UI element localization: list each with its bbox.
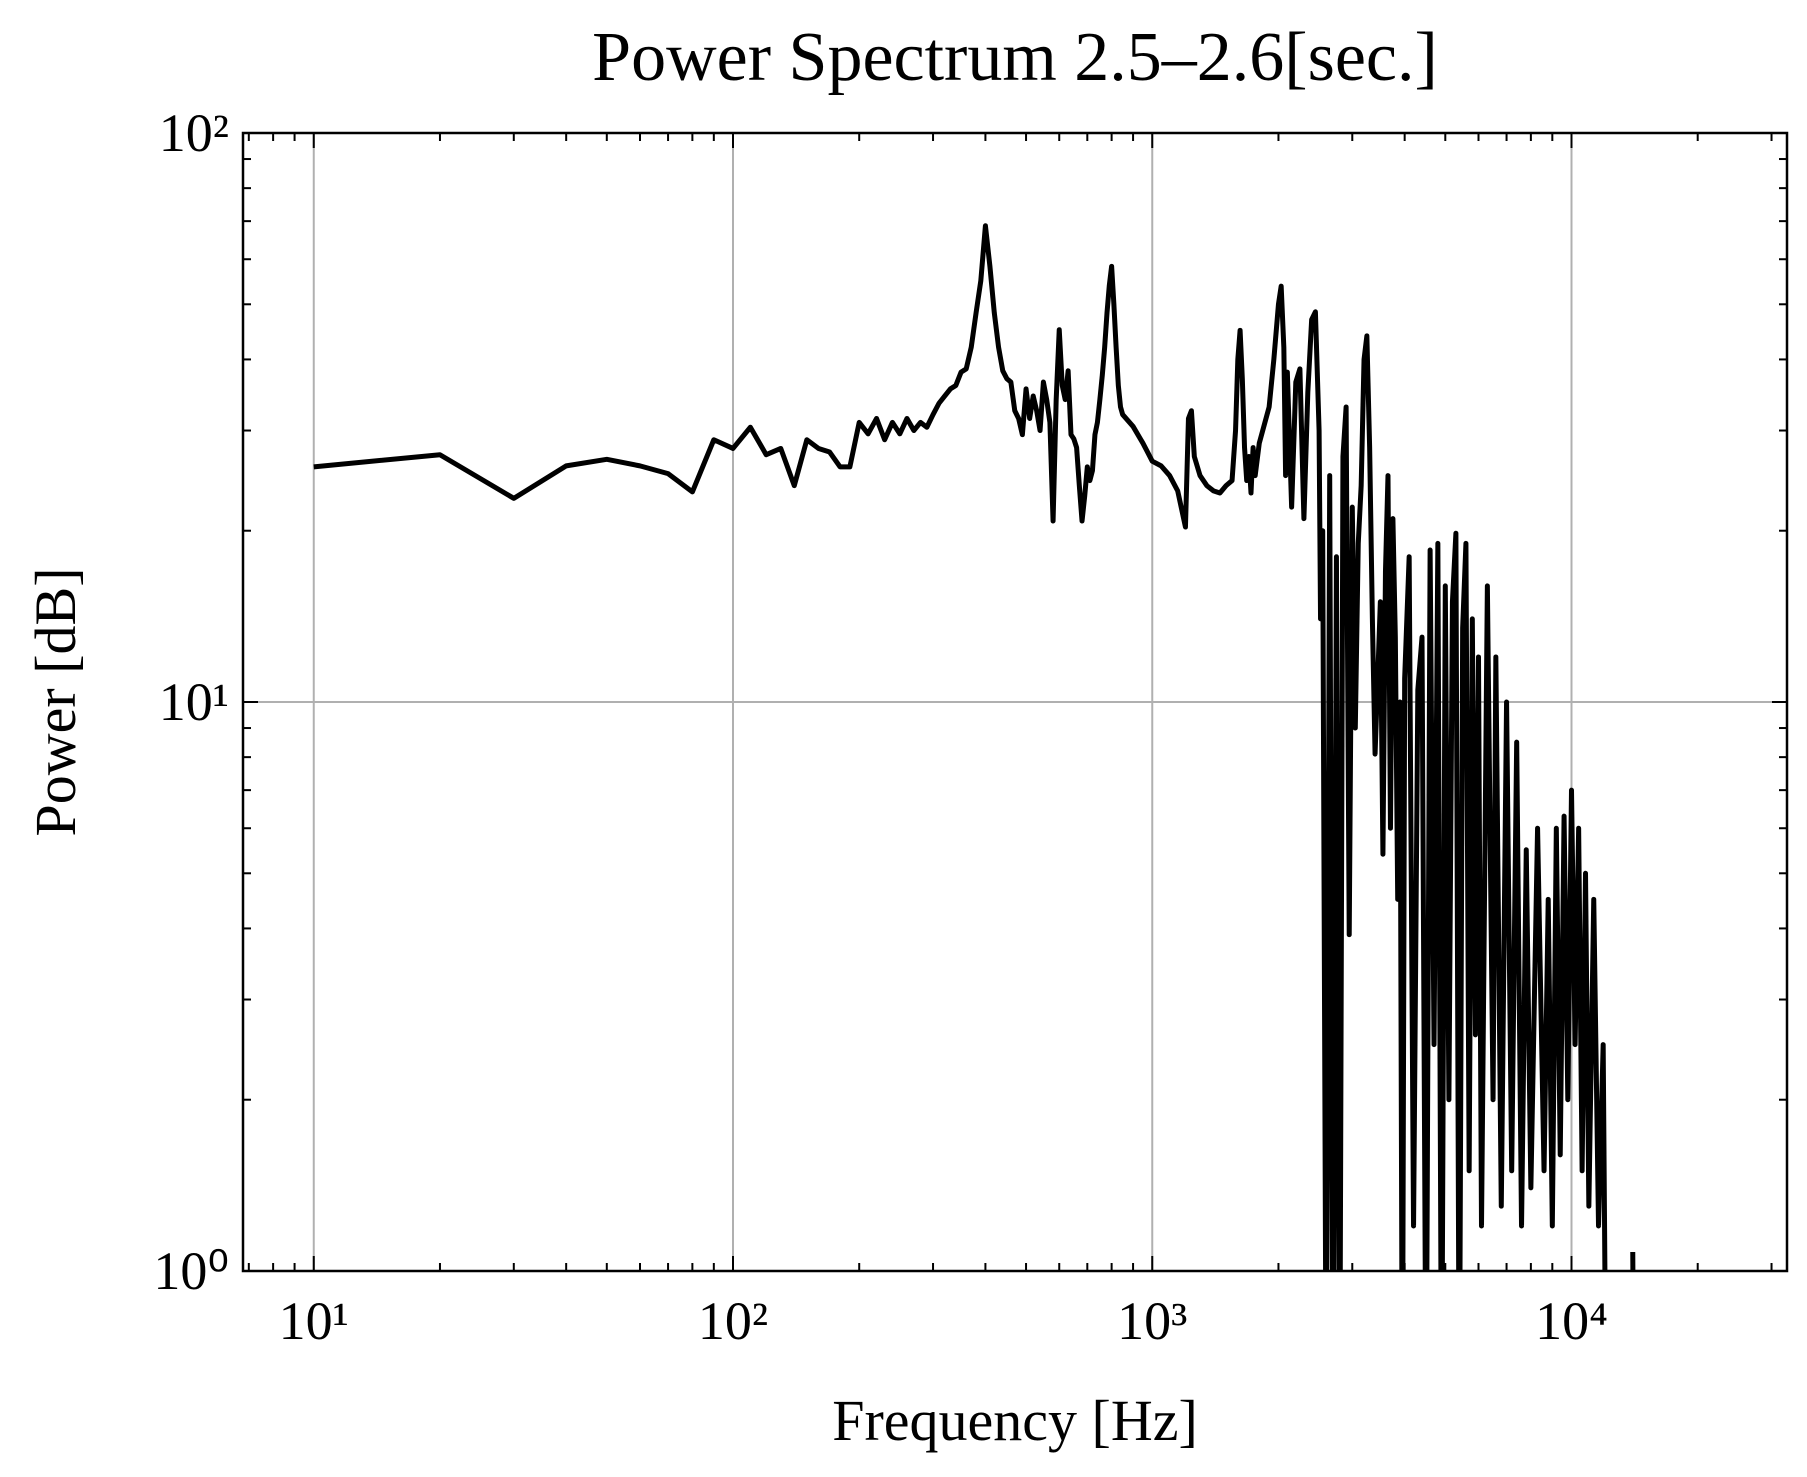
chart-title: Power Spectrum 2.5–2.6[sec.] [592,19,1438,96]
x-tick-label: 10¹ [279,1291,349,1351]
x-tick-label: 10³ [1117,1291,1187,1351]
y-tick-label: 10¹ [159,672,229,732]
y-tick-label: 10⁰ [153,1241,229,1301]
y-tick-label: 10² [159,103,229,163]
x-axis-label: Frequency [Hz] [832,1388,1198,1453]
y-axis-label: Power [dB] [23,567,88,836]
data-line [313,223,1636,1271]
x-tick-label: 10² [698,1291,768,1351]
x-tick-label: 10⁴ [1535,1291,1608,1351]
